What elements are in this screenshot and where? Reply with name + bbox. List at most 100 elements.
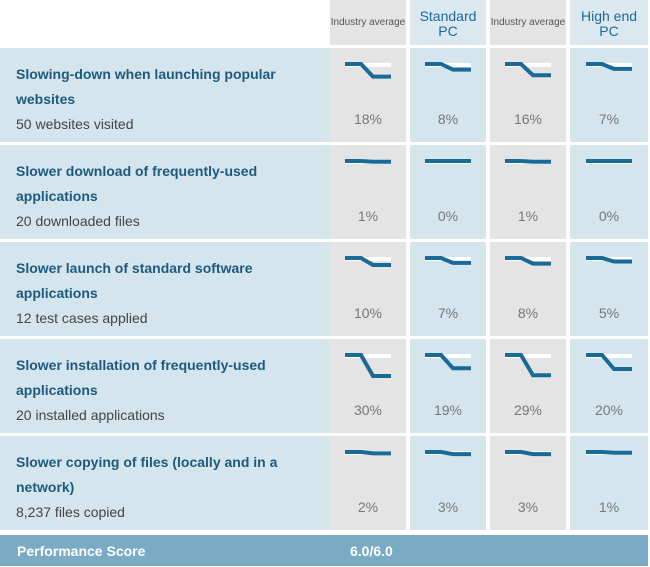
slowdown-value: 1% bbox=[598, 499, 620, 515]
slowdown-line-mark bbox=[345, 256, 391, 267]
slowdown-sparkline bbox=[345, 450, 391, 456]
value-cell: 7% bbox=[570, 48, 648, 142]
column-header-industry-average-2: Industry average bbox=[490, 0, 566, 45]
slowdown-line-mark bbox=[505, 159, 551, 164]
slowdown-value: 29% bbox=[513, 402, 543, 418]
slowdown-value: 0% bbox=[437, 208, 459, 224]
slowdown-sparkline bbox=[586, 450, 632, 455]
slowdown-line-mark bbox=[345, 62, 391, 79]
slowdown-line-mark bbox=[586, 450, 632, 455]
slowdown-sparkline bbox=[505, 62, 551, 78]
value-cell: 3% bbox=[410, 436, 486, 530]
row-subtitle: 50 websites visited bbox=[16, 116, 134, 132]
row-subtitle: 20 installed applications bbox=[16, 407, 165, 423]
value-cell: 30% bbox=[330, 339, 406, 433]
value-cell: 1% bbox=[330, 145, 406, 239]
slowdown-value: 1% bbox=[517, 208, 539, 224]
column-header-label: Standard PC bbox=[419, 7, 477, 39]
slowdown-value: 7% bbox=[598, 111, 620, 127]
slowdown-value: 7% bbox=[437, 305, 459, 321]
slowdown-sparkline bbox=[425, 256, 471, 265]
slowdown-line-mark bbox=[586, 256, 632, 264]
slowdown-value: 0% bbox=[598, 208, 620, 224]
value-cell: 1% bbox=[570, 436, 648, 530]
slowdown-sparkline bbox=[586, 256, 632, 264]
column-header-industry-average-1: Industry average bbox=[330, 0, 406, 45]
row-subtitle: 20 downloaded files bbox=[16, 213, 140, 229]
slowdown-sparkline bbox=[586, 159, 632, 164]
slowdown-sparkline bbox=[425, 62, 471, 72]
performance-score-value: 6.0/6.0 bbox=[350, 542, 393, 559]
column-header-high-end-pc: High end PC bbox=[570, 0, 648, 45]
slowdown-value: 1% bbox=[357, 208, 379, 224]
slowdown-value: 5% bbox=[598, 305, 620, 321]
row-label: Slower installation of frequently-used a… bbox=[0, 339, 330, 433]
slowdown-sparkline bbox=[505, 353, 551, 378]
slowdown-value: 8% bbox=[517, 305, 539, 321]
row-label: Slower download of frequently-used appli… bbox=[0, 145, 330, 239]
column-header-label: High end PC bbox=[580, 7, 638, 39]
slowdown-line-mark bbox=[425, 256, 471, 265]
slowdown-sparkline bbox=[345, 159, 391, 164]
column-header-label: Industry average bbox=[490, 17, 566, 29]
slowdown-sparkline bbox=[345, 353, 391, 378]
value-cell: 0% bbox=[570, 145, 648, 239]
slowdown-value: 18% bbox=[353, 111, 383, 127]
row-title: Slower copying of files (locally and in … bbox=[16, 454, 278, 495]
performance-score-label: Performance Score bbox=[17, 542, 146, 559]
column-header-standard-pc: Standard PC bbox=[410, 0, 486, 45]
slowdown-sparkline bbox=[505, 159, 551, 164]
slowdown-value: 19% bbox=[433, 402, 463, 418]
row-label: Slowing-down when launching popular webs… bbox=[0, 48, 330, 142]
value-cell: 5% bbox=[570, 242, 648, 336]
slowdown-line-mark bbox=[425, 62, 471, 72]
slowdown-line-mark bbox=[345, 159, 391, 164]
value-cell: 19% bbox=[410, 339, 486, 433]
slowdown-sparkline bbox=[425, 159, 471, 164]
value-cell: 8% bbox=[490, 242, 566, 336]
slowdown-line-mark bbox=[505, 353, 551, 378]
slowdown-value: 2% bbox=[357, 499, 379, 515]
row-title: Slowing-down when launching popular webs… bbox=[16, 66, 276, 107]
slowdown-sparkline bbox=[586, 353, 632, 371]
slowdown-sparkline bbox=[425, 353, 471, 371]
value-cell: 2% bbox=[330, 436, 406, 530]
slowdown-line-mark bbox=[425, 353, 471, 371]
value-cell: 1% bbox=[490, 145, 566, 239]
slowdown-value: 30% bbox=[353, 402, 383, 418]
value-cell: 0% bbox=[410, 145, 486, 239]
row-label: Slower copying of files (locally and in … bbox=[0, 436, 330, 530]
value-cell: 10% bbox=[330, 242, 406, 336]
row-subtitle: 12 test cases applied bbox=[16, 310, 148, 326]
row-title: Slower installation of frequently-used a… bbox=[16, 357, 266, 398]
value-cell: 20% bbox=[570, 339, 648, 433]
header-blank bbox=[0, 0, 330, 45]
value-cell: 16% bbox=[490, 48, 566, 142]
value-cell: 7% bbox=[410, 242, 486, 336]
value-cell: 3% bbox=[490, 436, 566, 530]
row-label: Slower launch of standard software appli… bbox=[0, 242, 330, 336]
slowdown-sparkline bbox=[505, 450, 551, 457]
slowdown-value: 16% bbox=[513, 111, 543, 127]
slowdown-value: 3% bbox=[517, 499, 539, 515]
slowdown-sparkline bbox=[505, 256, 551, 266]
slowdown-line-mark bbox=[586, 353, 632, 371]
row-subtitle: 8,237 files copied bbox=[16, 504, 125, 520]
column-header-label: Industry average bbox=[330, 17, 406, 29]
slowdown-sparkline bbox=[345, 62, 391, 79]
slowdown-sparkline bbox=[345, 256, 391, 267]
slowdown-line-mark bbox=[345, 450, 391, 456]
performance-score-bar: Performance Score 6.0/6.0 bbox=[0, 535, 648, 566]
slowdown-line-mark bbox=[425, 450, 471, 457]
slowdown-line-mark bbox=[586, 62, 632, 71]
value-cell: 29% bbox=[490, 339, 566, 433]
slowdown-value: 8% bbox=[437, 111, 459, 127]
slowdown-value: 20% bbox=[594, 402, 624, 418]
slowdown-value: 3% bbox=[437, 499, 459, 515]
slowdown-sparkline bbox=[425, 450, 471, 457]
slowdown-line-mark bbox=[505, 256, 551, 266]
slowdown-line-mark bbox=[345, 353, 391, 378]
value-cell: 8% bbox=[410, 48, 486, 142]
slowdown-value: 10% bbox=[353, 305, 383, 321]
slowdown-sparkline bbox=[586, 62, 632, 71]
